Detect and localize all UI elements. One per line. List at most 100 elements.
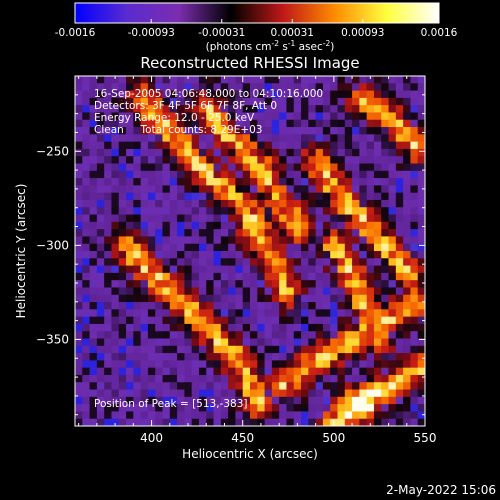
heatmap-cell (403, 207, 412, 216)
heatmap-cell (388, 389, 397, 398)
heatmap-cell (344, 192, 353, 201)
heatmap-cell (96, 287, 105, 296)
heatmap-cell (140, 141, 149, 150)
heatmap-cell (235, 76, 244, 84)
heatmap-cell (177, 178, 185, 186)
heatmap-cell (271, 221, 280, 230)
heatmap-cell (213, 374, 222, 383)
heatmap-cell (198, 251, 207, 259)
heatmap-cell (82, 229, 91, 238)
heatmap-cell (322, 353, 331, 361)
heatmap-cell (111, 148, 120, 157)
heatmap-cell (337, 229, 346, 238)
heatmap-cell (271, 374, 280, 383)
heatmap-cell (330, 236, 339, 245)
heatmap-cell (322, 170, 331, 179)
heatmap-cell (191, 302, 200, 310)
heatmap-cell (366, 389, 375, 398)
colorbar: -0.0016 -0.00093 -0.00031 0.00031 0.00093 0.0… (55, 2, 458, 53)
heatmap-cell (352, 404, 360, 413)
heatmap-cell (359, 141, 368, 150)
heatmap-cell (359, 382, 368, 391)
heatmap-cell (104, 236, 113, 245)
heatmap-cell (373, 83, 382, 92)
heatmap-cell (82, 243, 91, 252)
heatmap-cell (133, 404, 142, 413)
heatmap-cell (330, 374, 339, 383)
heatmap-cell (213, 316, 222, 325)
heatmap-cell (177, 229, 185, 238)
heatmap-cell (89, 374, 98, 383)
heatmap-cell (111, 192, 120, 201)
heatmap-cell (89, 105, 98, 114)
heatmap-cell (293, 360, 302, 369)
heatmap-cell (344, 309, 353, 318)
heatmap-cell (75, 148, 83, 157)
heatmap-cell (96, 316, 105, 325)
heatmap-cell (206, 105, 215, 114)
heatmap-cell (228, 178, 237, 186)
heatmap-cell (169, 331, 178, 340)
heatmap-cell (75, 353, 83, 361)
heatmap-cell (381, 331, 390, 340)
heatmap-cell (169, 105, 178, 114)
heatmap-cell (352, 207, 360, 216)
heatmap-cell (140, 272, 149, 281)
heatmap-cell (286, 258, 295, 267)
heatmap-cell (169, 302, 178, 310)
heatmap-cell (147, 185, 156, 194)
heatmap-cell (301, 272, 309, 281)
heatmap-cell (410, 236, 419, 245)
heatmap-cell (250, 207, 258, 216)
heatmap-cell (198, 389, 207, 398)
heatmap-cell (235, 309, 244, 318)
heatmap-cell (403, 251, 412, 259)
heatmap-cell (264, 331, 273, 340)
heatmap-cell (366, 258, 375, 267)
heatmap-cell (220, 199, 229, 208)
heatmap-cell (213, 389, 222, 398)
heatmap-cell (417, 280, 425, 289)
heatmap-cell (322, 192, 331, 201)
heatmap-cell (184, 185, 193, 194)
heatmap-cell (177, 127, 185, 135)
heatmap-cell (381, 185, 390, 194)
heatmap-cell (337, 345, 346, 354)
heatmap-cell (388, 367, 397, 376)
heatmap-cell (162, 221, 171, 230)
heatmap-cell (133, 338, 142, 347)
heatmap-cell (366, 148, 375, 157)
heatmap-cell (403, 374, 412, 383)
heatmap-cell (315, 251, 324, 259)
heatmap-cell (242, 112, 251, 121)
heatmap-cell (228, 316, 237, 325)
heatmap-cell (126, 345, 134, 354)
heatmap-cell (220, 331, 229, 340)
heatmap-cell (315, 112, 324, 121)
heatmap-cell (228, 229, 237, 238)
heatmap-cell (410, 331, 419, 340)
heatmap-cell (417, 192, 425, 201)
heatmap-cell (206, 185, 215, 194)
heatmap-cell (359, 105, 368, 114)
heatmap-cell (352, 156, 360, 165)
heatmap-cell (206, 367, 215, 376)
heatmap-cell (315, 294, 324, 303)
heatmap-cell (118, 389, 127, 398)
heatmap-cell (271, 83, 280, 92)
heatmap-cell (126, 360, 134, 369)
heatmap-cell (308, 148, 317, 157)
heatmap-cell (271, 214, 280, 223)
heatmap-cell (82, 236, 91, 245)
heatmap-cell (118, 382, 127, 391)
heatmap-cell (162, 353, 171, 361)
heatmap-cell (388, 97, 397, 106)
heatmap-cell (140, 360, 149, 369)
heatmap-cell (104, 83, 113, 92)
heatmap-cell (220, 76, 229, 84)
heatmap-cell (395, 272, 404, 281)
heatmap-cell (264, 229, 273, 238)
heatmap-cell (104, 192, 113, 201)
heatmap-cell (242, 316, 251, 325)
heatmap-cell (147, 105, 156, 114)
